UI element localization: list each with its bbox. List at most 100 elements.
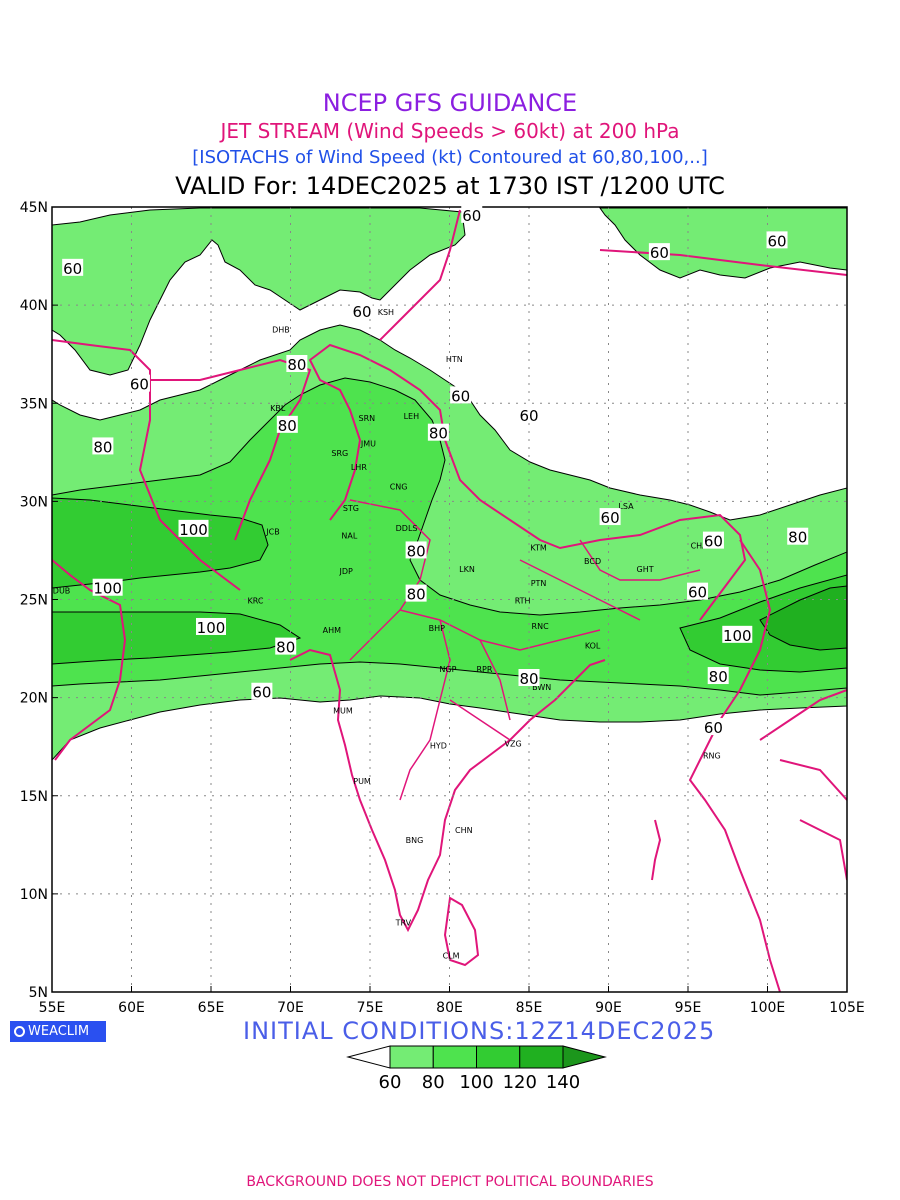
lat-label: 25N xyxy=(20,593,48,609)
isotach-fill-120 xyxy=(759,585,847,651)
isotach-label-box xyxy=(196,617,226,635)
station-chn: CHN xyxy=(455,826,473,835)
station-dub: DUB xyxy=(53,587,71,596)
isotach-label-box xyxy=(92,437,114,455)
isotach-label-box xyxy=(702,531,724,549)
isotach-fill-60-east xyxy=(599,207,847,279)
isotach-fills xyxy=(52,207,847,761)
colorbar-labels: 60 80 100 120 140 xyxy=(379,1072,581,1093)
isotach-fill-60 xyxy=(52,207,466,376)
lat-label: 5N xyxy=(29,985,48,1001)
station-cha: CHA xyxy=(691,541,709,550)
afghan-border xyxy=(150,358,312,541)
station-rth: RTH xyxy=(515,596,531,605)
lat-label: 30N xyxy=(20,494,48,510)
isotach-label: 60 xyxy=(704,533,723,551)
colorbar-label: 120 xyxy=(503,1072,537,1093)
isotach-label-box xyxy=(707,667,729,685)
title-contours: [ISOTACHS of Wind Speed (kt) Contoured a… xyxy=(192,147,708,168)
station-srg: SRG xyxy=(331,449,348,458)
lon-label: 60E xyxy=(118,1000,145,1016)
isotach-label-box xyxy=(276,415,298,433)
isotach-label: 80 xyxy=(407,586,426,604)
station-ksh: KSH xyxy=(378,308,394,317)
isotach-label: 80 xyxy=(93,438,112,456)
isotach-label-box xyxy=(599,508,621,526)
isotach-label: 60 xyxy=(601,509,620,527)
lat-label: 40N xyxy=(20,298,48,314)
isotach-label: 60 xyxy=(767,232,786,250)
lon-label: 55E xyxy=(39,1000,66,1016)
station-srn: SRN xyxy=(359,414,376,423)
isotach-label: 100 xyxy=(197,619,226,637)
station-clm: CLM xyxy=(443,952,460,961)
isotach-label-box xyxy=(286,355,308,372)
station-lkn: LKN xyxy=(459,565,475,574)
isotach-label: 80 xyxy=(407,542,426,560)
colorbar-label: 140 xyxy=(546,1072,580,1093)
isotach-label: 60 xyxy=(63,260,82,278)
lat-label: 15N xyxy=(20,789,48,805)
india-coastline xyxy=(289,648,606,933)
jet-stream-map: 55E 60E 65E 70E 75E 80E 85E 90E 95E 100E 105E 45N4… xyxy=(20,200,865,1016)
isotach-label: 80 xyxy=(276,639,295,657)
isotach-label: 80 xyxy=(709,668,728,686)
station-krc: KRC xyxy=(248,596,264,605)
isotach-label-box xyxy=(405,584,427,602)
station-ddls: DDLS xyxy=(396,524,418,533)
isotach-label-box xyxy=(766,231,788,249)
boundary-lines xyxy=(52,209,847,992)
isotach-label-box xyxy=(275,637,297,655)
isotach-label: 100 xyxy=(93,580,122,598)
isotach-label-box xyxy=(92,578,123,596)
station-hyd: HYD xyxy=(430,742,447,751)
isotach-label-box xyxy=(461,205,483,223)
isotach-label: 80 xyxy=(287,356,306,374)
station-jdp: JDP xyxy=(338,567,353,576)
isotach-label: 100 xyxy=(723,627,752,645)
title-model: NCEP GFS GUIDANCE xyxy=(322,89,578,117)
disclaimer: BACKGROUND DOES NOT DEPICT POLITICAL BOU… xyxy=(246,1174,654,1190)
station-lhr: LHR xyxy=(351,463,367,472)
station-ahm: AHM xyxy=(323,626,341,635)
lat-label: 20N xyxy=(20,691,48,707)
myanmar-border xyxy=(688,539,781,992)
isotach-label-box xyxy=(251,682,273,700)
station-dhb: DHB xyxy=(272,326,290,335)
station-trv: TRV xyxy=(395,918,412,927)
station-lsa: LSA xyxy=(618,502,634,511)
lon-label: 85E xyxy=(516,1000,543,1016)
colorbar-label: 80 xyxy=(422,1072,445,1093)
station-bcd: BCD xyxy=(584,557,601,566)
title-valid-time: VALID For: 14DEC2025 at 1730 IST /1200 U… xyxy=(175,172,725,200)
station-ght: GHT xyxy=(637,565,654,574)
isotach-label-box xyxy=(722,625,753,643)
station-mum: MUM xyxy=(333,706,353,715)
isotach-label-box xyxy=(787,527,809,545)
se-asia-coast xyxy=(759,689,847,881)
china-border xyxy=(379,209,847,341)
isotach-label: 60 xyxy=(353,303,372,321)
station-ktm: KTM xyxy=(530,543,547,552)
isotach-label: 60 xyxy=(462,207,481,225)
station-vzg: VZG xyxy=(505,740,522,749)
isotach-fill-100-south xyxy=(52,611,302,665)
arabian-coast xyxy=(52,559,127,761)
lon-label: 90E xyxy=(595,1000,622,1016)
isotach-label: 60 xyxy=(130,376,149,394)
isotach-label: 80 xyxy=(519,670,538,688)
station-htn: HTN xyxy=(446,355,463,364)
isotach-label: 60 xyxy=(688,584,707,602)
lon-label: 95E xyxy=(675,1000,702,1016)
station-nal: NAL xyxy=(341,532,357,541)
isotach-label-box xyxy=(648,243,670,261)
station-ngp: NGP xyxy=(439,665,456,674)
station-bhp: BHP xyxy=(429,624,446,633)
lon-label: 65E xyxy=(198,1000,225,1016)
colorbar-label: 100 xyxy=(459,1072,493,1093)
station-bwn: BWN xyxy=(532,683,551,692)
station-leh: LEH xyxy=(404,412,420,421)
colorbar-label: 60 xyxy=(379,1072,402,1093)
station-rng: RNG xyxy=(703,751,721,760)
lon-label: 105E xyxy=(829,1000,865,1016)
